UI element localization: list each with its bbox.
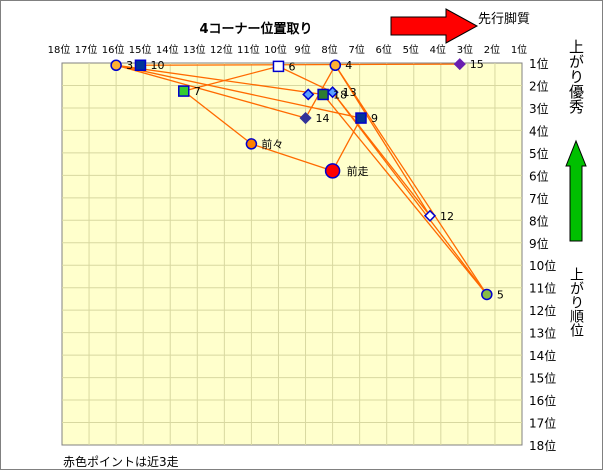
point-label: 7 xyxy=(194,85,201,98)
connector-lines xyxy=(115,63,488,295)
x-tick-label: 12位 xyxy=(210,43,233,56)
connector-line xyxy=(115,64,306,119)
x-tick-label: 7位 xyxy=(348,43,364,56)
data-point xyxy=(326,86,339,99)
x-tick-label: 11位 xyxy=(237,43,260,56)
y-tick-label: 13位 xyxy=(529,326,556,341)
chart-title: 4コーナー位置取り xyxy=(199,21,312,37)
x-tick-label: 4位 xyxy=(430,43,446,56)
connector-line xyxy=(278,65,333,93)
connector-line xyxy=(140,63,460,66)
y-tick-label: 9位 xyxy=(529,236,549,251)
data-point xyxy=(272,60,285,73)
data-point xyxy=(245,138,258,150)
point-label: 3 xyxy=(126,59,133,72)
y-tick-label: 3位 xyxy=(529,101,549,116)
y-tick-label: 11位 xyxy=(529,281,556,296)
point-label: 10 xyxy=(150,59,164,72)
x-tick-label: 2位 xyxy=(484,43,500,56)
arrow-up-icon xyxy=(565,139,587,242)
data-point xyxy=(302,88,315,101)
point-label: 18 xyxy=(333,88,347,101)
arrow-right-icon xyxy=(390,8,479,44)
point-label: 前走 xyxy=(347,164,369,178)
data-point xyxy=(134,59,147,71)
data-point xyxy=(299,111,312,125)
data-point xyxy=(329,59,342,71)
connector-line xyxy=(115,64,362,119)
data-point xyxy=(423,209,437,222)
x-tick-label: 5位 xyxy=(403,43,419,56)
x-tick-label: 16位 xyxy=(102,43,125,56)
data-point xyxy=(317,88,329,101)
x-tick-label: 10位 xyxy=(264,43,287,56)
point-label: 前々 xyxy=(261,137,283,151)
point-label: 13 xyxy=(343,86,357,99)
y-tick-label: 12位 xyxy=(529,303,556,318)
y-tick-label: 2位 xyxy=(529,78,549,93)
x-tick-label: 13位 xyxy=(183,43,206,56)
side-bottom-label: 上がり順位 xyxy=(568,267,584,337)
plot-area xyxy=(61,62,523,446)
data-point xyxy=(178,85,190,97)
connector-line xyxy=(251,143,333,172)
y-tick-label: 7位 xyxy=(529,191,549,206)
y-tick-label: 15位 xyxy=(529,371,556,386)
x-tick-label: 18位 xyxy=(48,43,71,56)
connector-line xyxy=(116,64,324,96)
y-tick-label: 6位 xyxy=(529,168,549,183)
data-point xyxy=(355,112,367,124)
y-tick-label: 17位 xyxy=(529,416,556,431)
y-tick-label: 14位 xyxy=(529,348,556,363)
x-tick-label: 15位 xyxy=(129,43,152,56)
connector-line xyxy=(332,91,488,295)
point-label: 12 xyxy=(440,210,454,223)
x-tick-labels: 18位 17位 16位 15位 14位 13位 12位 11位 10位 9位 8位 7位 6位 5位 4位 3… xyxy=(48,43,528,56)
y-tick-labels: 1位 2位 3位 4位 5位 6位 7位 8位 9位 10位 11位 12位 13位 14位 15位 16位 1… xyxy=(529,56,556,453)
y-tick-label: 10位 xyxy=(529,258,556,273)
connector-line xyxy=(332,91,431,217)
connector-line xyxy=(322,94,488,295)
x-tick-label: 14位 xyxy=(156,43,179,56)
y-tick-label: 8位 xyxy=(529,213,549,228)
y-tick-label: 1位 xyxy=(529,56,549,71)
x-tick-label: 1位 xyxy=(511,43,527,56)
point-label: 6 xyxy=(288,60,295,73)
point-label: 15 xyxy=(470,58,484,71)
connector-line xyxy=(334,64,488,295)
connector-line xyxy=(183,90,252,145)
x-tick-label: 3位 xyxy=(457,43,473,56)
point-label: 14 xyxy=(316,112,330,125)
x-tick-label: 17位 xyxy=(75,43,98,56)
point-label: 4 xyxy=(345,59,352,72)
x-tick-label: 8位 xyxy=(321,43,337,56)
connector-line xyxy=(332,117,362,172)
connector-line xyxy=(183,65,279,92)
y-tick-label: 4位 xyxy=(529,123,549,138)
data-point xyxy=(324,163,341,179)
y-tick-label: 16位 xyxy=(529,393,556,408)
point-label: 9 xyxy=(371,112,378,125)
header-right-label: 先行脚質 xyxy=(478,11,530,27)
data-point xyxy=(481,288,493,301)
x-tick-label: 9位 xyxy=(294,43,310,56)
connector-line xyxy=(334,64,431,217)
footnote: 赤色ポイントは近3走 xyxy=(63,455,179,469)
point-label: 5 xyxy=(497,288,504,301)
y-tick-label: 18位 xyxy=(529,438,556,453)
data-point xyxy=(110,59,122,71)
data-point xyxy=(453,58,466,71)
x-tick-label: 6位 xyxy=(376,43,392,56)
y-tick-label: 5位 xyxy=(529,146,549,161)
side-top-label: 上がり優秀 xyxy=(567,39,585,115)
